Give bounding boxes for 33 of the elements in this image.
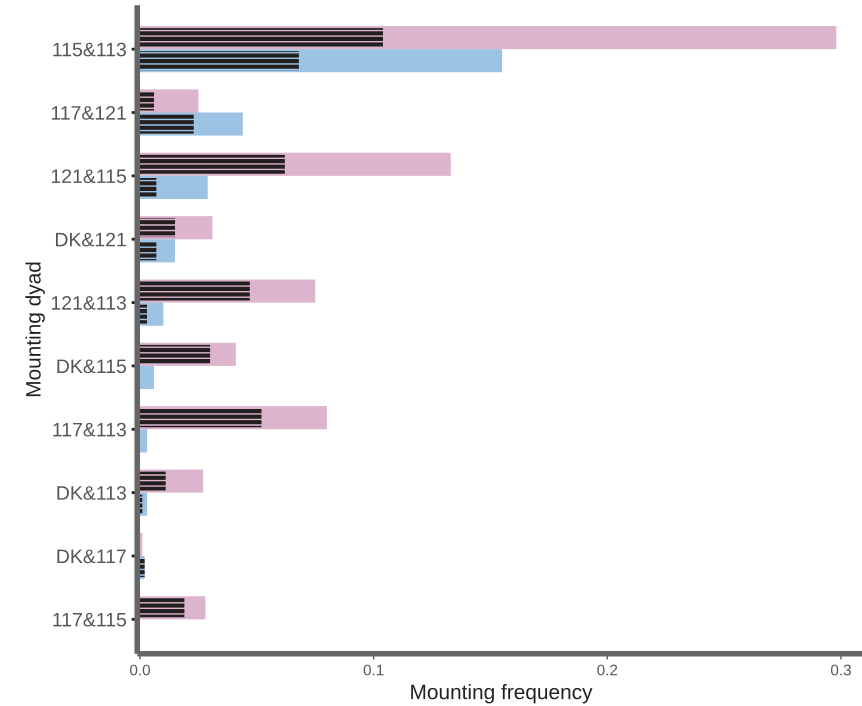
x-tick-label: 0.3 [830,664,851,676]
y-tick-label: DK&115 [57,360,126,374]
bar [140,241,156,260]
bar [140,114,194,134]
bar [140,366,154,390]
bar [140,178,156,197]
bar [140,51,299,70]
y-tick-label: 121&113 [52,296,126,310]
y-tick-label: 117&121 [52,106,126,120]
bar [140,344,210,364]
y-axis-title: Mounting dyad [25,262,45,396]
bar [140,472,166,491]
x-axis-title: Mounting frequency [411,684,592,704]
bar [140,282,250,300]
bar [140,598,184,618]
bar [140,304,148,324]
y-tick-label: DK&121 [56,232,126,246]
y-tick-label: 115&113 [53,42,126,56]
x-tick-label: 0.1 [364,664,384,676]
y-tick-label: DK&117 [57,550,126,564]
bar [140,408,262,428]
y-tick-label: DK&113 [57,486,126,500]
bar [140,91,154,110]
y-tick-label: 121&115 [52,169,126,184]
y-tick-label: 117&113 [53,422,126,437]
x-tick-label: 0.0 [130,664,150,676]
bar [140,154,285,174]
bar [140,28,384,48]
bar [140,429,148,452]
bar [140,218,176,238]
y-tick-label: 117&115 [53,612,126,627]
bar [140,558,145,578]
x-tick-label: 0.2 [597,664,618,676]
